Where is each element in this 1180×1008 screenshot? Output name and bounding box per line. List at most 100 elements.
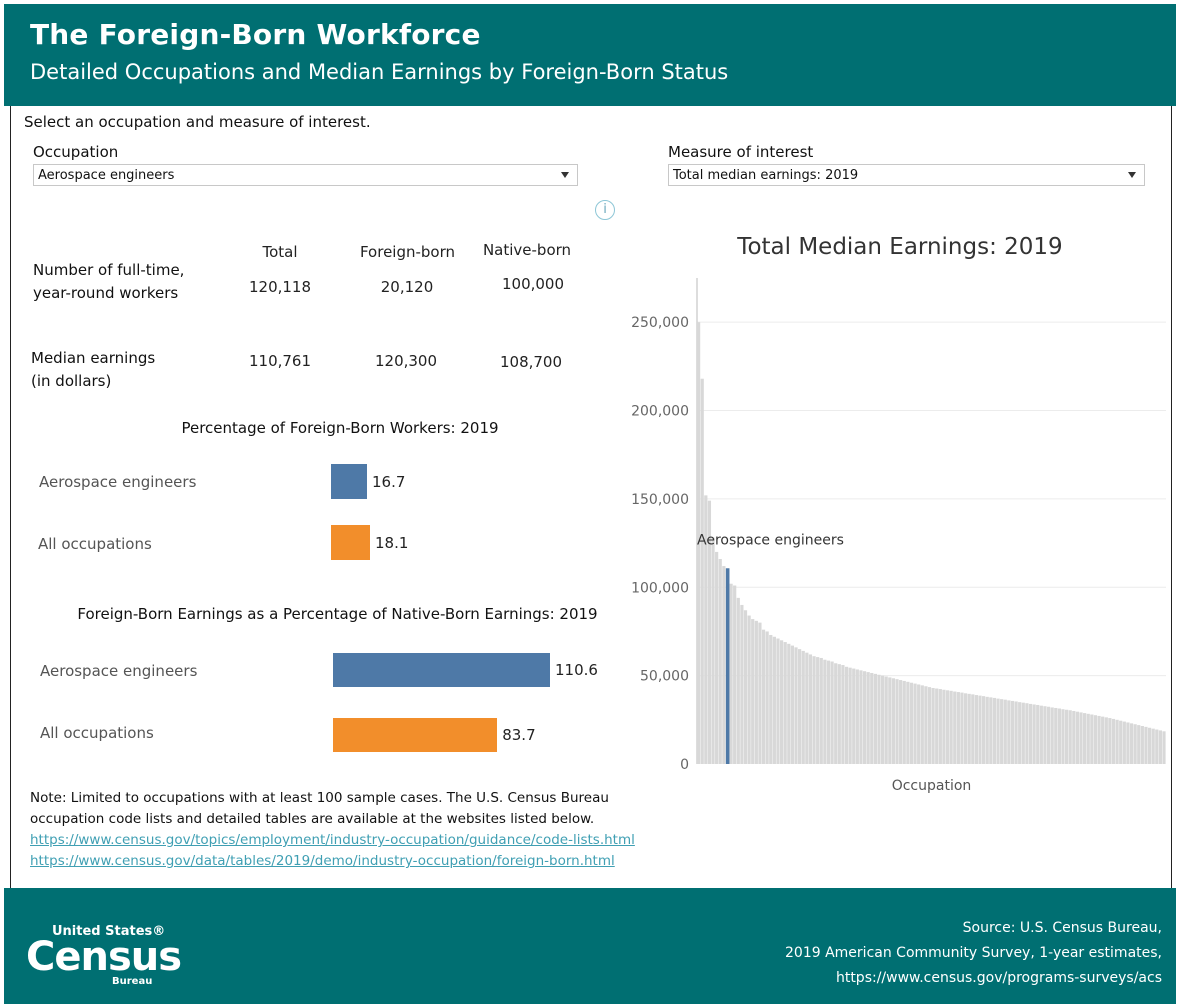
occupation-bar[interactable] (1129, 723, 1134, 764)
occupation-bar[interactable] (902, 680, 906, 764)
occupation-bar[interactable] (971, 694, 975, 764)
occupation-bar[interactable] (747, 615, 751, 764)
occupation-bar[interactable] (985, 696, 989, 764)
occupation-bar[interactable] (967, 693, 971, 764)
occupation-bar[interactable] (844, 666, 849, 764)
occupation-bar[interactable] (909, 682, 914, 764)
occupation-bar[interactable] (816, 657, 820, 764)
occupation-bar[interactable] (1097, 715, 1101, 764)
occupation-bar[interactable] (862, 671, 867, 764)
occupation-bar[interactable] (852, 668, 856, 764)
occupation-bar[interactable] (751, 619, 755, 764)
occupation-bar[interactable] (700, 378, 704, 764)
occupation-bar[interactable] (880, 675, 885, 764)
occupation-bar[interactable] (729, 583, 733, 764)
occupation-bar[interactable] (769, 634, 773, 764)
occupation-bar[interactable] (1064, 709, 1069, 764)
occupation-bar[interactable] (873, 673, 877, 764)
occupation-bar[interactable] (830, 661, 834, 764)
occupation-bar[interactable] (1151, 728, 1155, 764)
ratio-bar-all-occupations[interactable] (333, 718, 498, 752)
occupation-bar[interactable] (978, 695, 982, 764)
occupation-bar[interactable] (1043, 706, 1047, 764)
occupation-bar[interactable] (884, 676, 888, 764)
occupation-bar[interactable] (935, 688, 939, 764)
occupation-bar[interactable] (707, 500, 712, 764)
occupation-bar[interactable] (859, 670, 863, 764)
occupation-bar[interactable] (899, 680, 903, 764)
occupation-bar[interactable] (1028, 703, 1033, 764)
occupation-bar[interactable] (743, 610, 748, 764)
occupation-bar[interactable] (808, 654, 813, 764)
occupation-bar[interactable] (1090, 714, 1094, 764)
occupation-bar[interactable] (963, 693, 968, 764)
occupation-bar[interactable] (1036, 704, 1040, 764)
occupation-bar[interactable] (740, 604, 744, 764)
occupation-bar[interactable] (1000, 699, 1004, 764)
occupation-bar[interactable] (960, 692, 964, 764)
occupation-bar[interactable] (1050, 707, 1054, 764)
occupation-bar[interactable] (761, 629, 766, 764)
occupation-bar[interactable] (906, 681, 910, 764)
occupation-bar[interactable] (776, 638, 780, 764)
occupation-bar[interactable] (1025, 703, 1029, 764)
occupation-bar[interactable] (1158, 730, 1162, 764)
occupation-bar[interactable] (1133, 724, 1137, 764)
occupation-bar[interactable] (1147, 727, 1152, 764)
occupation-bar[interactable] (956, 692, 960, 764)
occupation-bar[interactable] (920, 685, 924, 764)
occupation-bar[interactable] (1122, 721, 1126, 764)
pct-bar-aerospace[interactable] (331, 464, 367, 499)
occupation-bar[interactable] (924, 686, 928, 764)
occupation-bar[interactable] (1083, 713, 1087, 764)
info-icon[interactable]: i (595, 200, 615, 220)
occupation-bar[interactable] (722, 566, 726, 764)
occupation-bar[interactable] (1086, 713, 1090, 764)
occupation-bar[interactable] (819, 657, 823, 764)
occupation-bar[interactable] (942, 689, 946, 764)
occupation-bar[interactable] (982, 696, 986, 764)
occupation-bar[interactable] (1144, 726, 1148, 764)
occupation-bar[interactable] (989, 697, 993, 764)
occupation-bar[interactable] (772, 636, 776, 764)
occupation-bar[interactable] (801, 650, 805, 764)
occupation-bar[interactable] (992, 697, 997, 764)
occupation-bar[interactable] (949, 690, 953, 764)
occupation-bar[interactable] (718, 558, 722, 764)
occupation-bar[interactable] (733, 585, 737, 764)
occupation-bar[interactable] (1140, 726, 1144, 764)
occupation-bar[interactable] (1046, 706, 1051, 764)
code-lists-link[interactable]: https://www.census.gov/topics/employment… (30, 832, 635, 848)
occupation-bar[interactable] (837, 664, 841, 764)
occupation-bar[interactable] (974, 695, 978, 764)
occupation-bar[interactable] (1018, 702, 1022, 764)
occupation-bar[interactable] (895, 679, 899, 764)
occupation-bar[interactable] (1014, 701, 1018, 764)
occupation-bar[interactable] (794, 647, 798, 764)
occupation-bar[interactable] (798, 649, 802, 764)
occupation-bar[interactable] (1079, 712, 1083, 764)
highlighted-occupation-bar[interactable] (725, 568, 730, 764)
occupation-bar[interactable] (891, 678, 896, 764)
occupation-bar[interactable] (704, 495, 708, 764)
detailed-tables-link[interactable]: https://www.census.gov/data/tables/2019/… (30, 853, 615, 869)
occupation-bar[interactable] (711, 537, 715, 764)
occupation-bar[interactable] (823, 659, 827, 764)
occupation-bar[interactable] (931, 688, 935, 764)
occupation-bar[interactable] (913, 683, 917, 764)
occupation-bar[interactable] (758, 622, 762, 764)
pct-bar-all-occupations[interactable] (331, 525, 371, 560)
occupation-bar[interactable] (1108, 718, 1112, 764)
occupation-bar[interactable] (1162, 731, 1166, 764)
occupation-bar[interactable] (938, 689, 942, 764)
occupation-bar[interactable] (917, 684, 921, 764)
occupation-bar[interactable] (848, 667, 852, 764)
occupation-bar[interactable] (996, 698, 1000, 764)
occupation-bar[interactable] (1021, 702, 1025, 764)
occupation-bar[interactable] (1155, 729, 1159, 764)
occupation-bar[interactable] (787, 643, 791, 764)
occupation-bar[interactable] (736, 597, 740, 764)
occupation-bar[interactable] (1003, 699, 1007, 764)
occupation-bar[interactable] (1039, 705, 1043, 764)
occupation-bar[interactable] (812, 656, 816, 764)
